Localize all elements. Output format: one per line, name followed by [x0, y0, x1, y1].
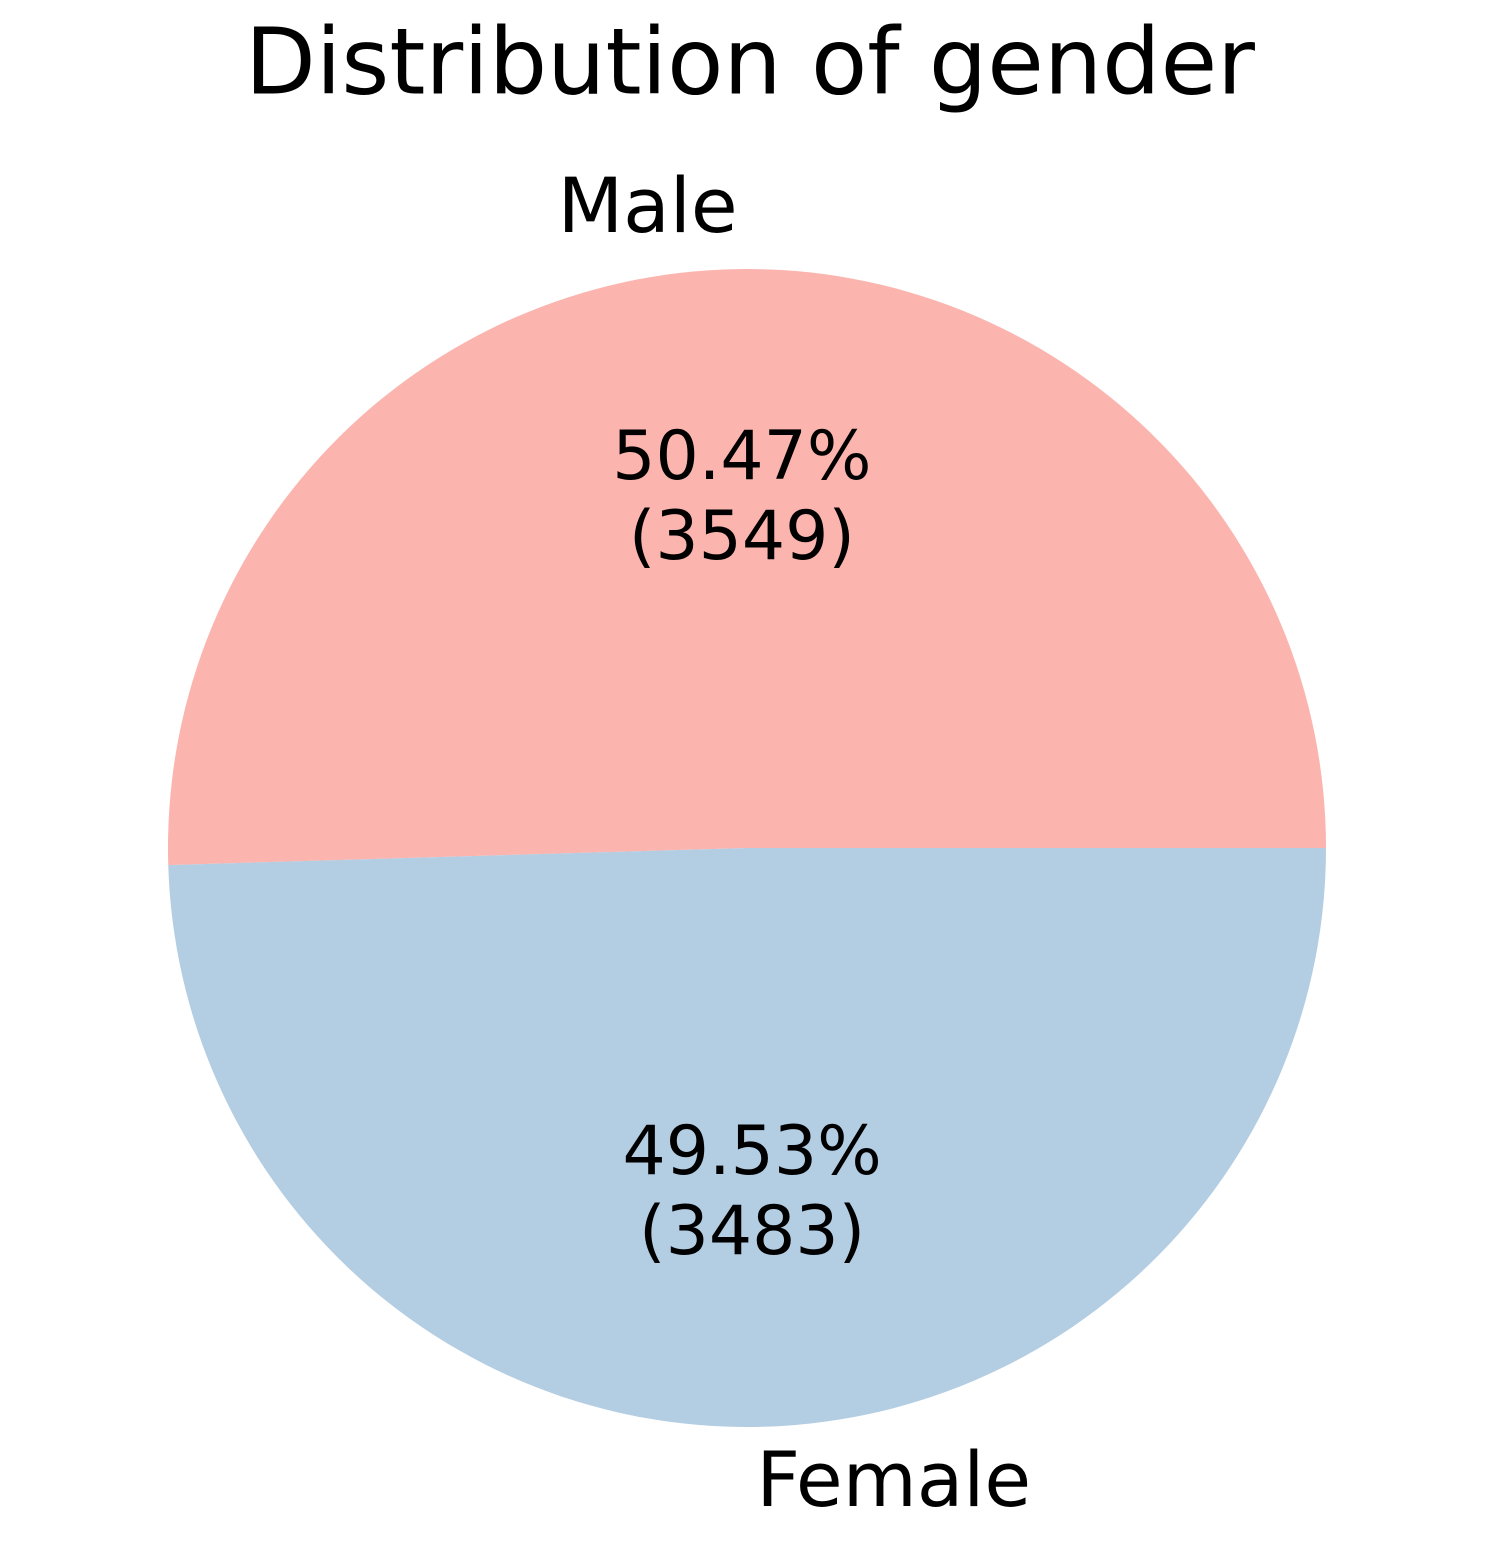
pie-slice [168, 269, 1326, 866]
chart-title: Distribution of gender [245, 8, 1255, 115]
value-label: (3549) [629, 497, 855, 576]
slice-label: Female [756, 1435, 1031, 1524]
slice-label: Male [558, 161, 738, 250]
value-label: 49.53% [622, 1112, 881, 1191]
value-label: 50.47% [612, 417, 871, 496]
value-label: (3483) [639, 1192, 865, 1271]
pie-slice [168, 848, 1326, 1428]
